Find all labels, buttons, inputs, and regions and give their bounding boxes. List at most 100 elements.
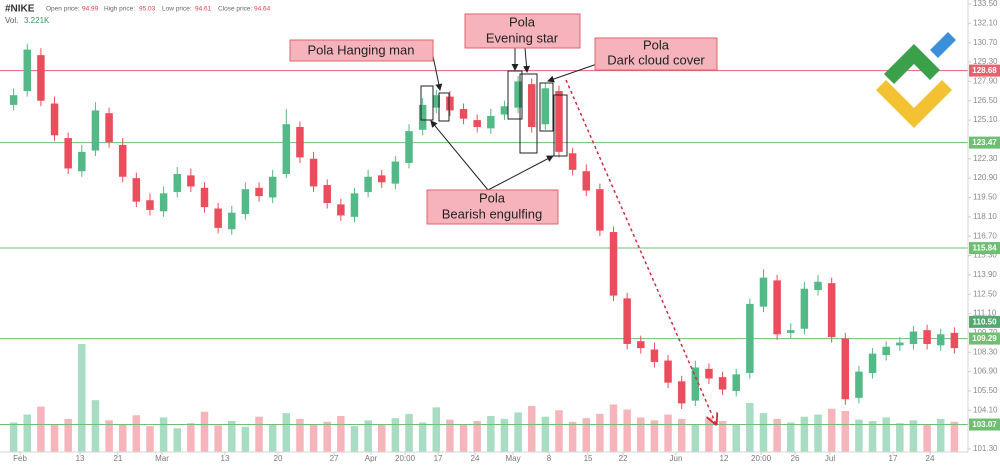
volume-bar xyxy=(105,420,113,452)
annotation-box xyxy=(464,13,581,49)
volume-bar xyxy=(487,416,495,452)
y-tick-label: 108.30 xyxy=(973,347,998,356)
y-tick-label: 130.70 xyxy=(973,38,998,47)
annotations: Pola Hanging man Pola Evening star Pola … xyxy=(289,13,718,225)
x-tick-label: 13 xyxy=(76,454,85,463)
candle-body xyxy=(637,341,645,349)
candle-body xyxy=(582,171,591,191)
volume-bar xyxy=(746,403,754,452)
volume-bar xyxy=(691,423,700,452)
candle-body xyxy=(500,106,509,115)
x-tick-label: 8 xyxy=(547,454,552,463)
pattern-box xyxy=(420,85,434,121)
annotation-text: Pola xyxy=(509,14,536,29)
candle-body xyxy=(418,104,427,130)
candle-body xyxy=(950,332,959,349)
candle-body xyxy=(814,281,822,291)
candle-body xyxy=(337,204,345,216)
volume-bar xyxy=(37,406,45,452)
candle-body xyxy=(296,126,304,158)
volume-bar xyxy=(268,423,277,452)
y-tick-label: 127.90 xyxy=(973,77,998,86)
volume-bar xyxy=(214,425,222,452)
volume-bar xyxy=(923,423,931,452)
price-tag xyxy=(969,315,1000,328)
y-tick-label: 115.30 xyxy=(973,251,997,260)
y-tick-label: 111.10 xyxy=(973,309,997,318)
volume-layer xyxy=(9,344,959,452)
info-value: 95.03 xyxy=(139,6,156,13)
candle-body xyxy=(78,151,86,172)
y-tick-label: 126.50 xyxy=(973,96,998,105)
volume-bar xyxy=(664,414,672,452)
volume-bar xyxy=(391,418,400,452)
info-label: Close price: xyxy=(218,6,253,13)
volume-bar xyxy=(64,418,72,452)
volume-bar xyxy=(950,421,959,452)
y-tick-label: 116.70 xyxy=(973,231,997,240)
volume-bar xyxy=(800,416,809,452)
candle-body xyxy=(623,298,631,344)
y-tick-label: 119.50 xyxy=(973,193,997,202)
volume-bar xyxy=(282,413,291,452)
volume-bar xyxy=(309,424,318,452)
volume-bar xyxy=(896,423,904,452)
x-tick-label: 17 xyxy=(889,454,898,463)
y-tick-label: 129.30 xyxy=(973,57,998,66)
volume-bar xyxy=(418,422,427,452)
level-layer xyxy=(0,70,968,426)
x-tick-label: 21 xyxy=(113,454,122,463)
candle-body xyxy=(568,153,577,170)
x-tick-label: 20:00 xyxy=(751,454,772,463)
volume-bar xyxy=(377,423,386,452)
volume-bar xyxy=(868,421,877,452)
volume-bar xyxy=(814,414,822,452)
candle-layer xyxy=(9,44,959,409)
volume-bar xyxy=(773,418,781,452)
y-tick-label: 125.10 xyxy=(973,115,998,124)
y-tick-label: 113.90 xyxy=(973,270,997,279)
candle-body xyxy=(23,49,32,92)
volume-bar xyxy=(132,415,141,452)
price-tag-label: 109.29 xyxy=(972,334,997,343)
x-tick-label: Apr xyxy=(365,454,378,463)
x-tick-label: 20 xyxy=(274,454,283,463)
trend-arrow xyxy=(565,79,716,424)
x-tick-label: 22 xyxy=(619,454,628,463)
candle-body xyxy=(323,185,331,204)
candle-body xyxy=(827,283,836,338)
volume-bar xyxy=(677,418,686,452)
candle-body xyxy=(159,193,168,212)
volume-bar xyxy=(623,409,631,452)
candle-body xyxy=(146,200,154,210)
volume-bar xyxy=(255,416,263,452)
volume-bar xyxy=(9,422,18,452)
candle-body xyxy=(896,342,904,346)
volume-label: Vol. xyxy=(5,16,18,25)
volume-bar xyxy=(241,426,250,452)
volume-bar xyxy=(200,411,209,452)
info-label: High price: xyxy=(104,6,135,13)
pattern-box xyxy=(507,70,523,120)
candle-body xyxy=(487,115,495,129)
y-tick-label: 132.10 xyxy=(973,18,998,27)
pattern-box xyxy=(553,94,568,157)
volume-bar xyxy=(91,400,100,452)
candle-body xyxy=(923,330,931,344)
volume-bar xyxy=(337,416,345,452)
volume-value: 3.221K xyxy=(24,16,50,25)
candle-body xyxy=(364,176,372,192)
y-tick-label: 109.70 xyxy=(973,328,998,337)
volume-bar xyxy=(527,405,536,452)
price-tag xyxy=(969,418,1000,431)
logo xyxy=(876,32,956,128)
x-tick-label: Feb xyxy=(13,454,27,463)
annotation-text: Pola Hanging man xyxy=(308,42,415,57)
annotation-text: Pola xyxy=(479,190,506,205)
candle-body xyxy=(759,277,768,307)
candle-body xyxy=(241,189,250,215)
y-tick-label: 120.90 xyxy=(973,173,998,182)
volume-bar xyxy=(228,421,236,452)
candle-body xyxy=(432,95,441,108)
